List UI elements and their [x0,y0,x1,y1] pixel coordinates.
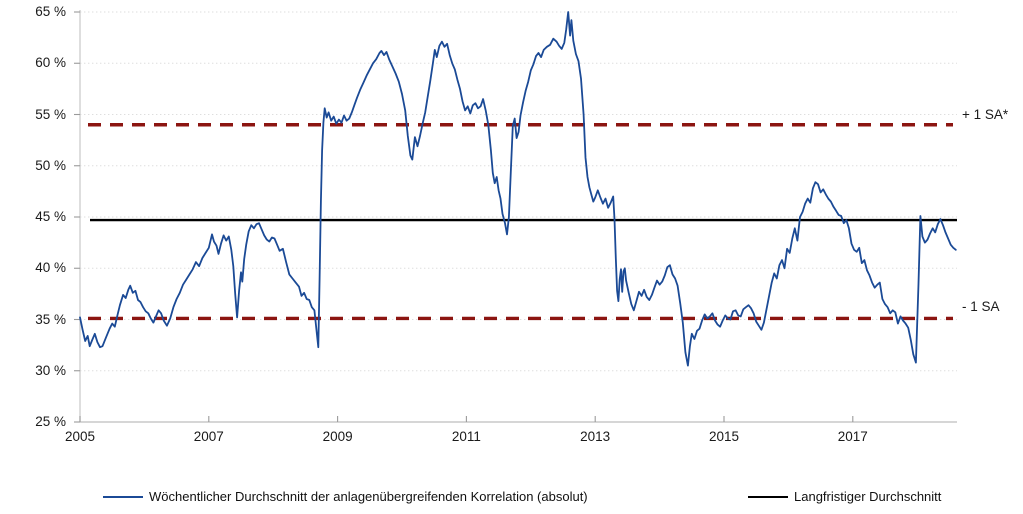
x-axis-label-2007: 2007 [193,429,224,444]
plus-one-sd-annotation: + 1 SA* [962,106,1009,122]
weekly-average-series-line [79,11,957,367]
y-axis-label-50: 50 % [35,157,66,173]
x-axis-label-2015: 2015 [708,429,740,444]
x-axis-label-2017: 2017 [837,429,868,444]
legend-swatch-black-line [748,495,788,498]
y-axis-label-30: 30 % [35,362,66,378]
minus-one-sd-annotation: - 1 SA [962,299,1000,315]
y-axis-label-55: 55 % [35,106,66,122]
y-axis-label-45: 45 % [35,209,66,224]
x-axis-label-2009: 2009 [322,429,353,444]
legend-item-long-term-average: Langfristiger Durchschnitt [748,489,941,504]
legend-item-weekly-average: Wöchentlicher Durchschnitt der anlagenüb… [103,489,588,504]
x-axis-label-2005: 2005 [64,429,96,444]
legend-swatch-blue-line [103,495,143,498]
y-axis-label-25: 25 % [35,414,66,429]
x-axis-label-2013: 2013 [580,429,611,444]
y-axis-label-65: 65 % [35,4,66,19]
y-axis-label-60: 60 % [35,55,66,71]
y-axis-label-35: 35 % [35,311,66,327]
y-axis-label-40: 40 % [35,260,66,276]
x-axis-label-2011: 2011 [451,429,481,444]
legend-label-long-term-average: Langfristiger Durchschnitt [794,489,942,504]
legend-label-weekly-average: Wöchentlicher Durchschnitt der anlagenüb… [149,489,588,504]
